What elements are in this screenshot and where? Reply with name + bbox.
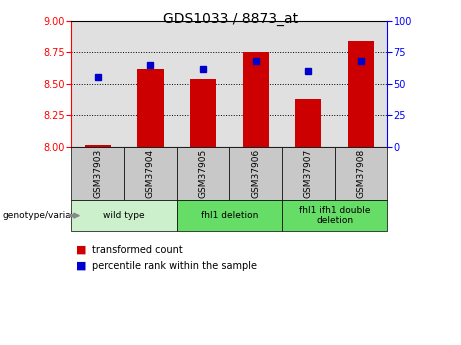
Text: genotype/variation: genotype/variation bbox=[2, 211, 89, 220]
Text: GSM37904: GSM37904 bbox=[146, 149, 155, 198]
Text: GSM37905: GSM37905 bbox=[199, 149, 207, 198]
Text: ■: ■ bbox=[76, 245, 87, 255]
Bar bbox=[190, 79, 216, 147]
Bar bbox=[85, 145, 111, 147]
Text: GSM37906: GSM37906 bbox=[251, 149, 260, 198]
Bar bbox=[295, 99, 321, 147]
Text: ■: ■ bbox=[76, 261, 87, 270]
Bar bbox=[242, 52, 269, 147]
Text: GSM37907: GSM37907 bbox=[304, 149, 313, 198]
Text: fhl1 ifh1 double
deletion: fhl1 ifh1 double deletion bbox=[299, 206, 370, 225]
Text: GSM37908: GSM37908 bbox=[356, 149, 366, 198]
Text: GDS1033 / 8873_at: GDS1033 / 8873_at bbox=[163, 12, 298, 26]
Text: fhl1 deletion: fhl1 deletion bbox=[201, 211, 258, 220]
Text: percentile rank within the sample: percentile rank within the sample bbox=[92, 261, 257, 270]
Text: transformed count: transformed count bbox=[92, 245, 183, 255]
Text: GSM37903: GSM37903 bbox=[93, 149, 102, 198]
Bar bbox=[137, 69, 164, 147]
Bar bbox=[348, 41, 374, 147]
Text: wild type: wild type bbox=[103, 211, 145, 220]
